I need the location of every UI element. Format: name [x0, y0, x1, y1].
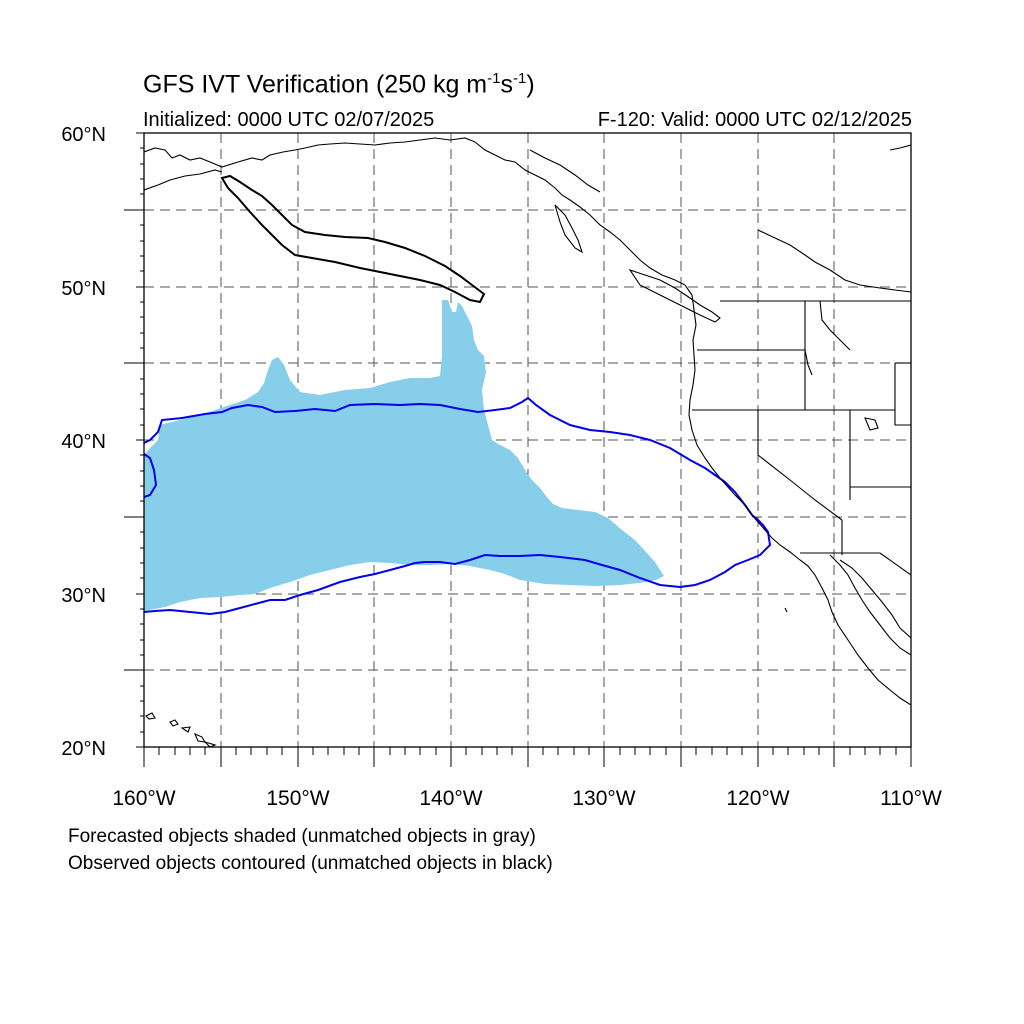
title-units-suffix: )	[526, 70, 535, 99]
lon-label-130w: 130°W	[572, 787, 635, 810]
observed-ivt-contour-unmatched	[220, 174, 486, 304]
lat-label-30n: 30°N	[61, 585, 106, 607]
lon-label-120w: 120°W	[726, 787, 789, 810]
tick-marks	[124, 132, 912, 767]
lon-label-160w: 160°W	[112, 787, 175, 810]
legend-observed-note: Observed objects contoured (unmatched ob…	[68, 853, 553, 874]
lat-label-50n: 50°N	[61, 278, 106, 300]
title-units-mid: s	[500, 70, 513, 99]
figure-title: GFS IVT Verification (250 kg m-1s-1)	[143, 70, 535, 99]
title-units-prefix: (250 kg m	[375, 70, 488, 99]
title-units-exp1: -1	[487, 70, 501, 87]
coastlines	[144, 137, 911, 747]
initialized-time: Initialized: 0000 UTC 02/07/2025	[143, 109, 435, 131]
legend-forecast-note: Forecasted objects shaded (unmatched obj…	[68, 826, 536, 847]
forecast-ivt-object	[144, 300, 664, 611]
lon-label-140w: 140°W	[419, 787, 482, 810]
title-units-exp2: -1	[512, 70, 527, 87]
lat-label-40n: 40°N	[61, 431, 106, 453]
lat-label-20n: 20°N	[61, 738, 106, 760]
observed-ivt-contour-matched	[144, 396, 772, 616]
lon-label-150w: 150°W	[266, 787, 329, 810]
lat-label-60n: 60°N	[61, 124, 106, 146]
title-main: GFS IVT Verification	[143, 70, 370, 99]
lon-label-110w: 110°W	[880, 787, 942, 810]
valid-time: F-120: Valid: 0000 UTC 02/12/2025	[597, 109, 912, 131]
observed-ivt-contour-edge	[144, 453, 158, 498]
